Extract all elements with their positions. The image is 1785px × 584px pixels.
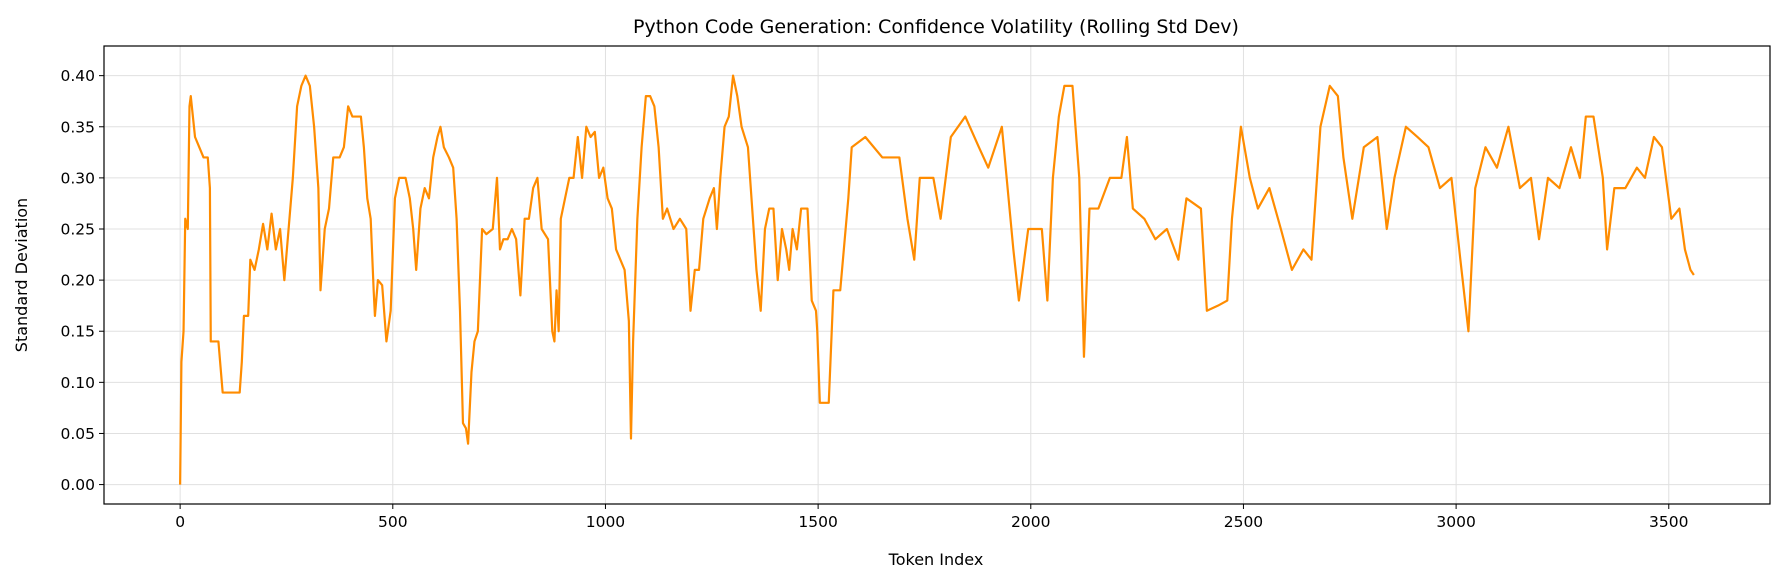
y-axis-label: Standard Deviation bbox=[12, 198, 31, 352]
y-tick-label: 0.00 bbox=[60, 476, 95, 494]
y-tick-label: 0.05 bbox=[60, 425, 95, 443]
x-tick-label: 1000 bbox=[586, 513, 625, 531]
y-tick-label: 0.25 bbox=[60, 220, 95, 238]
y-tick-label: 0.30 bbox=[60, 169, 95, 187]
y-tick-label: 0.35 bbox=[60, 118, 95, 136]
x-axis-label: Token Index bbox=[888, 550, 984, 569]
chart-title: Python Code Generation: Confidence Volat… bbox=[633, 16, 1239, 38]
y-tick-label: 0.40 bbox=[60, 67, 95, 85]
x-tick-label: 2000 bbox=[1011, 513, 1050, 531]
x-tick-label: 3000 bbox=[1436, 513, 1475, 531]
y-tick-label: 0.10 bbox=[60, 374, 95, 392]
y-tick-label: 0.15 bbox=[60, 323, 95, 341]
x-tick-label: 2500 bbox=[1224, 513, 1263, 531]
x-tick-label: 0 bbox=[175, 513, 185, 531]
data-line bbox=[179, 74, 1695, 485]
x-tick-label: 1500 bbox=[798, 513, 837, 531]
x-tick-label: 500 bbox=[378, 513, 408, 531]
y-tick-label: 0.20 bbox=[60, 272, 95, 290]
x-tick-label: 3500 bbox=[1649, 513, 1688, 531]
plot-frame bbox=[103, 45, 1771, 505]
